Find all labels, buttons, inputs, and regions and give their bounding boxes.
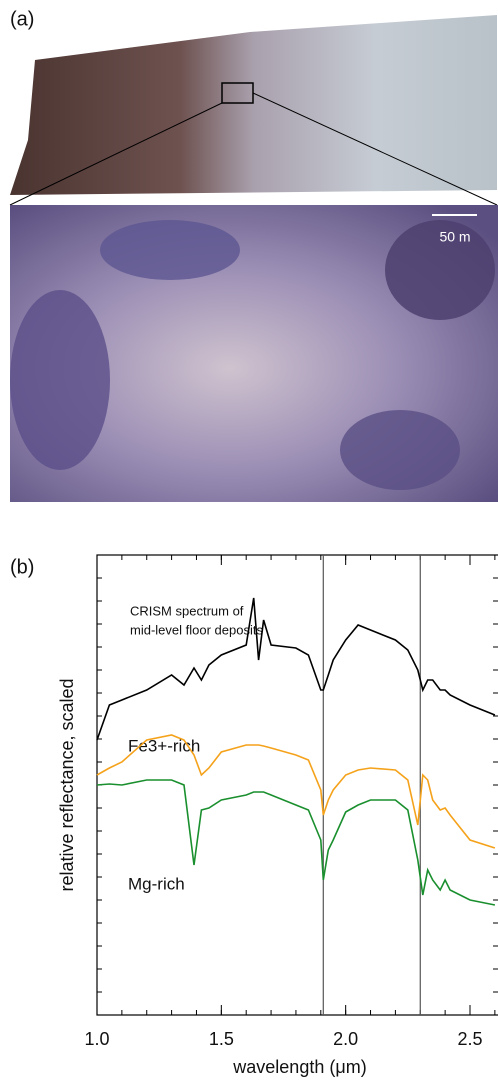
x-tick-label: 2.5	[457, 1029, 482, 1049]
scale-label: 50 m	[439, 229, 470, 245]
x-tick-label: 1.5	[209, 1029, 234, 1049]
x-tick-label: 1.0	[84, 1029, 109, 1049]
context-image	[10, 15, 497, 195]
annotation: CRISM spectrum of	[130, 603, 244, 618]
series-label: Mg-rich	[128, 874, 185, 893]
panel-label: (a)	[10, 8, 34, 30]
panel-label: (b)	[10, 556, 34, 578]
annotation: mid-level floor deposits	[130, 622, 263, 637]
figure: (a) 50 m (b) relative reflectance, scale…	[0, 0, 498, 1082]
terrain	[10, 290, 110, 470]
x-axis-title: wavelength (μm)	[232, 1057, 366, 1077]
spectrum-line	[97, 598, 495, 740]
terrain	[100, 220, 240, 280]
terrain	[340, 410, 460, 490]
y-axis-title: relative reflectance, scaled	[57, 678, 77, 891]
x-tick-label: 2.0	[333, 1029, 358, 1049]
